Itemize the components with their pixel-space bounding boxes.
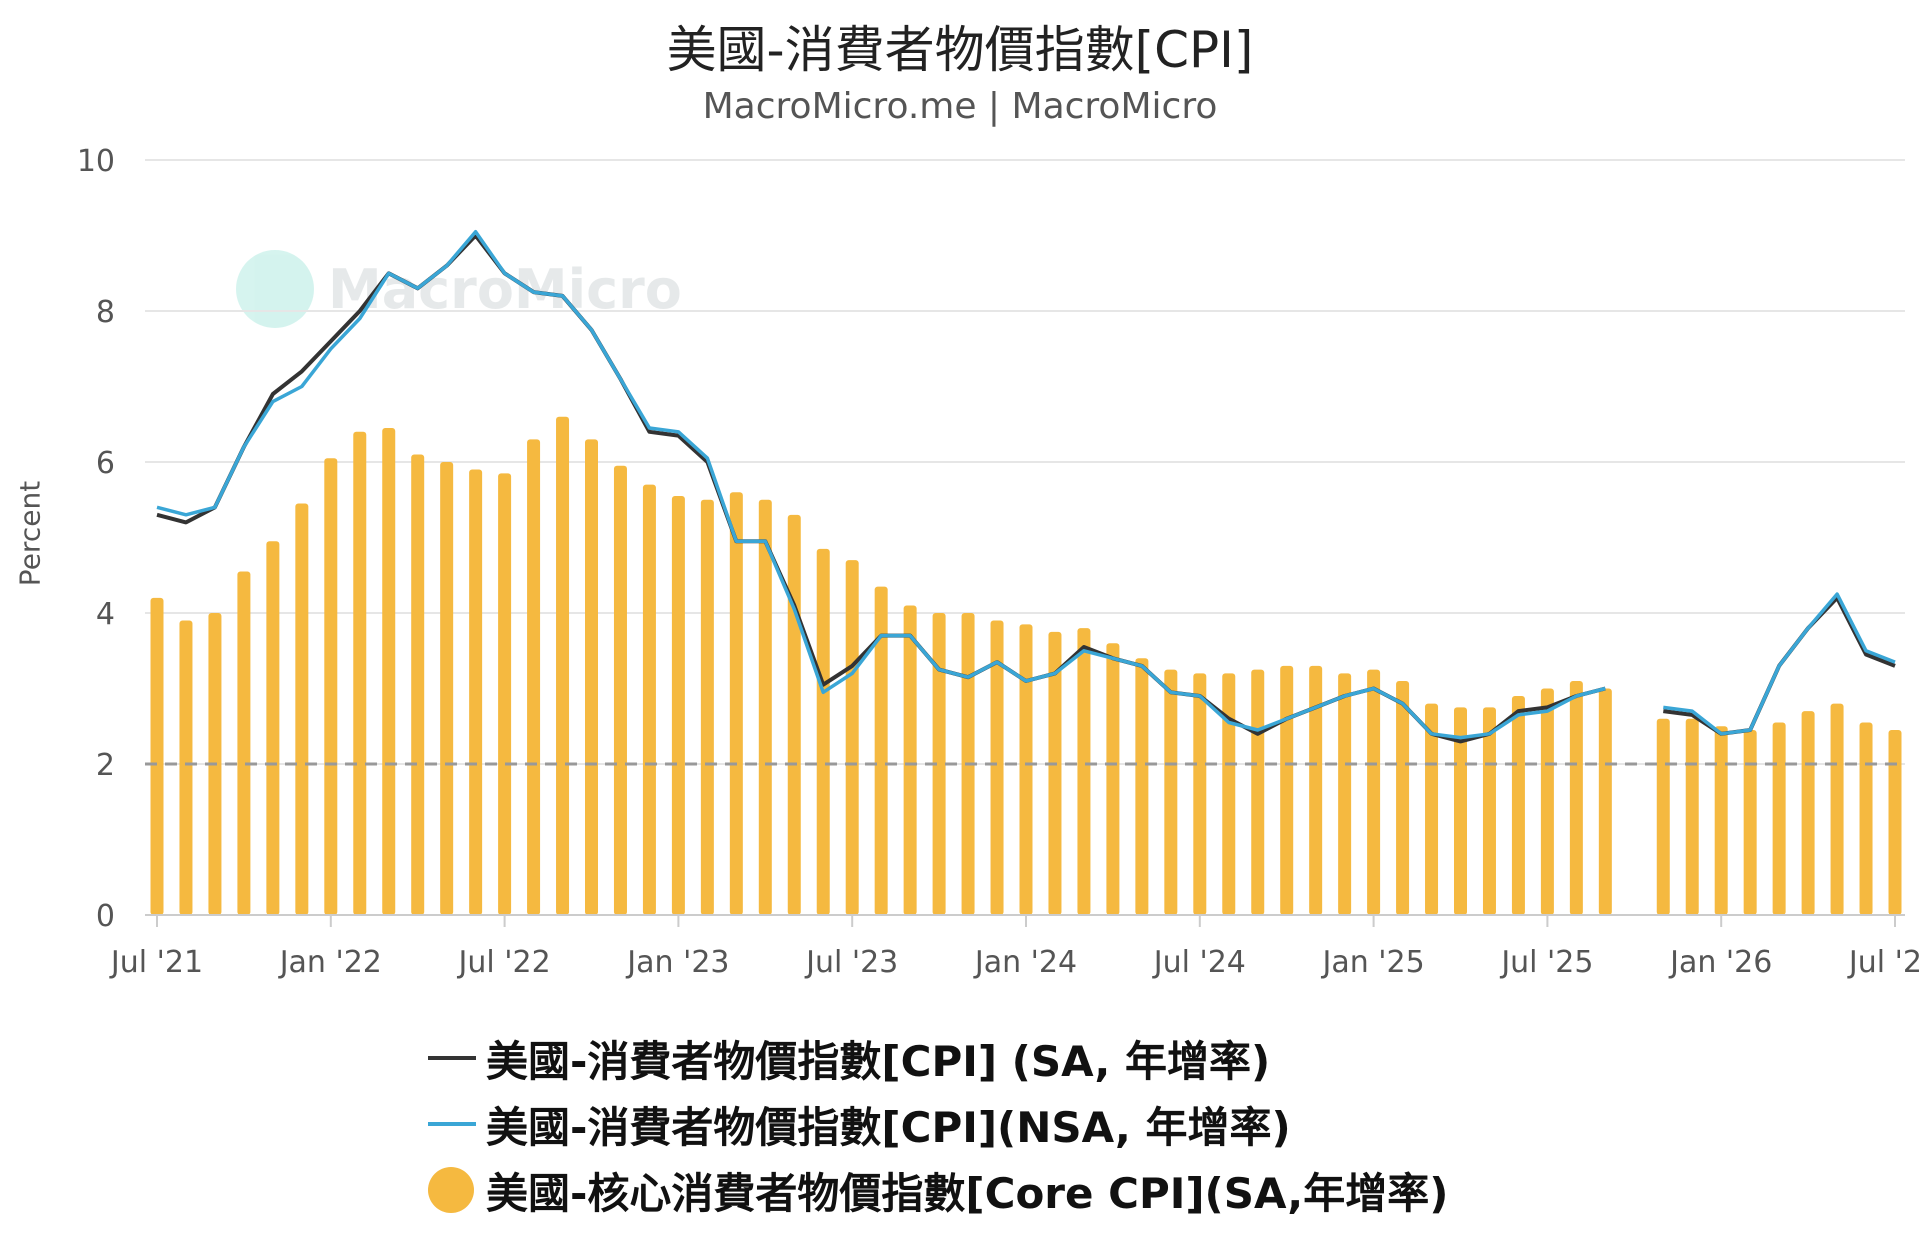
core-cpi-bar — [1222, 673, 1236, 915]
core-cpi-bar — [1164, 669, 1178, 915]
core-cpi-bar — [787, 514, 801, 915]
cpi-nsa-line — [156, 229, 1896, 740]
core-cpi-bar — [1743, 730, 1757, 915]
core-cpi-bar — [179, 620, 193, 915]
x-tick-label: Jan '22 — [278, 945, 382, 980]
y-axis-label: Percent — [13, 480, 47, 587]
legend-label: 美國-核心消費者物價指數[Core CPI](SA,年增率) — [486, 1168, 1449, 1218]
core-cpi-bar — [816, 548, 830, 915]
y-tick-label: 0 — [96, 899, 115, 934]
core-cpi-bar — [758, 499, 772, 915]
chart-title: 美國-消費者物價指數[CPI] — [666, 21, 1254, 79]
core-cpi-bar — [990, 620, 1004, 915]
core-cpi-bar — [1511, 696, 1525, 915]
core-cpi-bar — [700, 499, 714, 915]
core-cpi-bar — [1135, 658, 1149, 915]
x-tick-label: Jul '25 — [1499, 945, 1593, 980]
y-tick-label: 10 — [77, 144, 115, 179]
core-cpi-bar — [440, 462, 454, 915]
core-cpi-bar — [324, 458, 338, 915]
core-cpi-bar — [613, 465, 627, 915]
core-cpi-bar — [266, 541, 280, 915]
legend-item-cpi-sa[interactable]: 美國-消費者物價指數[CPI] (SA, 年增率) — [428, 1025, 1448, 1091]
legend-line-icon — [428, 1056, 476, 1060]
y-tick-label: 6 — [96, 446, 115, 481]
x-tick-label: Jan '24 — [973, 945, 1077, 980]
core-cpi-bar — [556, 416, 570, 915]
cpi-chart: 0 2 4 6 8 10 Jul '21 Jan '22 Jul '22 Jan '23 Jul '… — [77, 144, 1920, 980]
core-cpi-bar — [237, 571, 251, 915]
core-cpi-bar — [1396, 680, 1410, 915]
core-cpi-bar — [874, 586, 888, 915]
core-cpi-bar — [1830, 703, 1844, 915]
core-cpi-bar — [932, 613, 946, 915]
core-cpi-bar — [1888, 730, 1902, 915]
core-cpi-bar — [1772, 722, 1786, 915]
core-cpi-bar — [1801, 711, 1815, 915]
legend: 美國-消費者物價指數[CPI] (SA, 年增率) 美國-消費者物價指數[CPI… — [428, 1025, 1448, 1223]
x-tick-label: Jul '26 — [1847, 945, 1920, 980]
core-cpi-bar — [671, 495, 685, 915]
x-tick-label: Jul '21 — [109, 945, 203, 980]
core-cpi-bar — [1019, 624, 1033, 915]
legend-item-core-cpi[interactable]: 美國-核心消費者物價指數[Core CPI](SA,年增率) — [428, 1157, 1448, 1223]
legend-label: 美國-消費者物價指數[CPI](NSA, 年增率) — [486, 1102, 1291, 1152]
legend-item-cpi-nsa[interactable]: 美國-消費者物價指數[CPI](NSA, 年增率) — [428, 1091, 1448, 1157]
core-cpi-bar — [1859, 722, 1873, 915]
x-tick-label: Jul '23 — [804, 945, 898, 980]
y-tick-label: 2 — [96, 748, 115, 783]
core-cpi-bar — [295, 503, 309, 915]
core-cpi-bar — [382, 428, 396, 915]
core-cpi-bar — [498, 473, 512, 915]
core-cpi-bar — [411, 454, 425, 915]
core-cpi-bar — [1367, 669, 1381, 915]
watermark-logo-icon — [236, 250, 314, 328]
chart-subtitle: MacroMicro.me | MacroMicro — [702, 86, 1218, 127]
legend-circle-icon — [428, 1167, 474, 1213]
core-cpi-bar — [150, 597, 164, 915]
core-cpi-bar — [527, 439, 541, 915]
core-cpi-bar — [1598, 688, 1612, 915]
core-cpi-bar — [1338, 673, 1352, 915]
core-cpi-bar — [1714, 726, 1728, 915]
core-cpi-bar — [1425, 703, 1439, 915]
core-cpi-bar — [1454, 707, 1467, 915]
x-tick-label: Jul '22 — [457, 945, 551, 980]
y-tick-label: 4 — [96, 597, 115, 632]
core-cpi-bar — [1540, 688, 1554, 915]
core-cpi-bar — [1309, 665, 1323, 915]
x-tick-label: Jan '25 — [1320, 945, 1424, 980]
x-tick-label: Jul '24 — [1152, 945, 1246, 980]
core-cpi-bar — [469, 469, 483, 915]
core-cpi-bar — [903, 605, 917, 915]
y-tick-label: 8 — [96, 295, 115, 330]
x-tick-label: Jan '23 — [625, 945, 729, 980]
core-cpi-bar — [642, 484, 656, 915]
core-cpi-bar — [1106, 643, 1120, 915]
core-cpi-bar — [1656, 718, 1670, 915]
core-cpi-bar — [1077, 628, 1091, 915]
core-cpi-bar — [1685, 718, 1699, 915]
core-cpi-bar — [1193, 673, 1207, 915]
core-cpi-bar — [585, 439, 598, 915]
legend-label: 美國-消費者物價指數[CPI] (SA, 年增率) — [486, 1036, 1271, 1086]
core-cpi-bar — [1251, 669, 1265, 915]
core-cpi-bar — [1048, 631, 1062, 915]
core-cpi-bar — [1280, 665, 1294, 915]
core-cpi-bar — [353, 431, 367, 915]
core-cpi-bar — [845, 560, 859, 915]
x-tick-label: Jan '26 — [1668, 945, 1772, 980]
core-cpi-bar — [729, 492, 743, 915]
legend-line-icon — [428, 1122, 476, 1126]
core-cpi-bar — [1569, 680, 1583, 915]
core-cpi-bar — [1482, 707, 1496, 915]
